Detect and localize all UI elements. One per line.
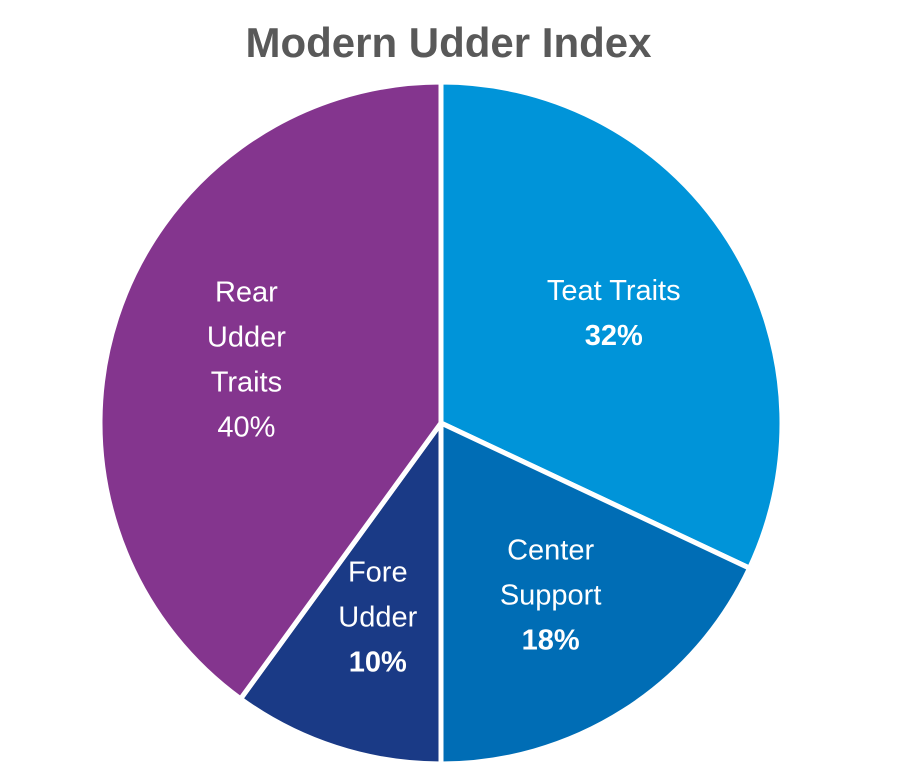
- pie-slice-rear-udder-traits: [97, 79, 444, 702]
- slice-category-label: Teat Traits: [547, 275, 681, 307]
- slice-value-label: 10%: [349, 647, 407, 679]
- slice-label-teat-traits: Teat Traits 32%: [547, 275, 681, 352]
- slice-category-label: Udder: [338, 602, 417, 634]
- slice-category-label: Rear: [215, 276, 278, 308]
- slice-label-fore-udder: Fore Udder 10%: [338, 557, 417, 679]
- slice-category-label: Fore: [348, 557, 408, 589]
- slice-category-label: Traits: [211, 366, 282, 398]
- pie-slice-fore-udder: [238, 420, 444, 767]
- slice-category-label: Support: [500, 580, 602, 612]
- pie-slice-center-support: [438, 420, 753, 767]
- slice-value-label: 18%: [522, 625, 580, 657]
- chart-title: Modern Udder Index: [245, 19, 652, 66]
- slice-label-rear-udder-traits: Rear Udder Traits 40%: [207, 276, 286, 443]
- pie-labels: Teat Traits 32% Center Support 18% Fore Udder 1…: [207, 275, 681, 679]
- pie-slice-teat-traits: [438, 79, 785, 571]
- slice-category-label: Udder: [207, 321, 286, 353]
- pie-slices: [97, 79, 785, 767]
- slice-value-label: 40%: [217, 411, 275, 443]
- slice-label-center-support: Center Support 18%: [500, 535, 602, 657]
- slice-value-label: 32%: [585, 320, 643, 352]
- slice-category-label: Center: [507, 535, 594, 567]
